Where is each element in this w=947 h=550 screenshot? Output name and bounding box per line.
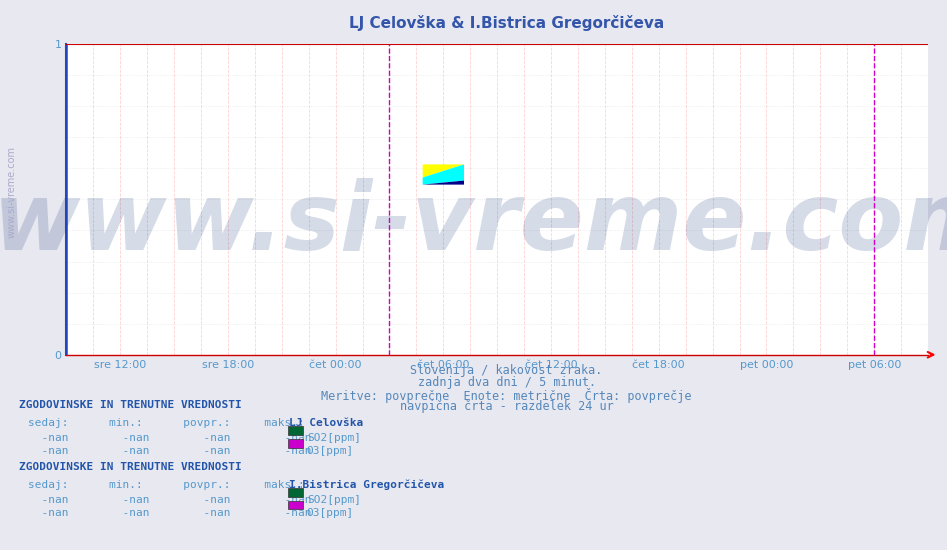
- Text: -nan        -nan        -nan        -nan: -nan -nan -nan -nan: [28, 495, 312, 505]
- Text: Meritve: povprečne  Enote: metrične  Črta: povprečje: Meritve: povprečne Enote: metrične Črta:…: [321, 388, 692, 403]
- Text: SO2[ppm]: SO2[ppm]: [307, 495, 361, 505]
- Polygon shape: [422, 164, 464, 185]
- Text: zadnja dva dni / 5 minut.: zadnja dva dni / 5 minut.: [418, 376, 596, 389]
- Text: I.Bistrica Gregorčičeva: I.Bistrica Gregorčičeva: [289, 480, 444, 490]
- Text: navpična črta - razdelek 24 ur: navpična črta - razdelek 24 ur: [400, 400, 614, 414]
- Polygon shape: [422, 164, 464, 178]
- Text: O3[ppm]: O3[ppm]: [307, 446, 354, 456]
- Text: www.si-vreme.com: www.si-vreme.com: [7, 146, 16, 239]
- Text: -nan        -nan        -nan        -nan: -nan -nan -nan -nan: [28, 433, 312, 443]
- Text: SO2[ppm]: SO2[ppm]: [307, 433, 361, 443]
- Text: LJ Celovška & I.Bistrica Gregorčičeva: LJ Celovška & I.Bistrica Gregorčičeva: [349, 15, 664, 31]
- Text: -nan        -nan        -nan        -nan: -nan -nan -nan -nan: [28, 446, 312, 456]
- Text: sedaj:      min.:      povpr.:     maks.:: sedaj: min.: povpr.: maks.:: [28, 418, 305, 428]
- Text: ZGODOVINSKE IN TRENUTNE VREDNOSTI: ZGODOVINSKE IN TRENUTNE VREDNOSTI: [19, 400, 241, 410]
- Polygon shape: [422, 180, 464, 185]
- Text: -nan        -nan        -nan        -nan: -nan -nan -nan -nan: [28, 508, 312, 518]
- Text: www.si-vreme.com: www.si-vreme.com: [0, 178, 947, 270]
- Text: sedaj:      min.:      povpr.:     maks.:: sedaj: min.: povpr.: maks.:: [28, 480, 305, 490]
- Text: ZGODOVINSKE IN TRENUTNE VREDNOSTI: ZGODOVINSKE IN TRENUTNE VREDNOSTI: [19, 462, 241, 472]
- Text: LJ Celovška: LJ Celovška: [289, 418, 363, 428]
- Text: Slovenija / kakovost zraka.: Slovenija / kakovost zraka.: [410, 364, 603, 377]
- Text: O3[ppm]: O3[ppm]: [307, 508, 354, 518]
